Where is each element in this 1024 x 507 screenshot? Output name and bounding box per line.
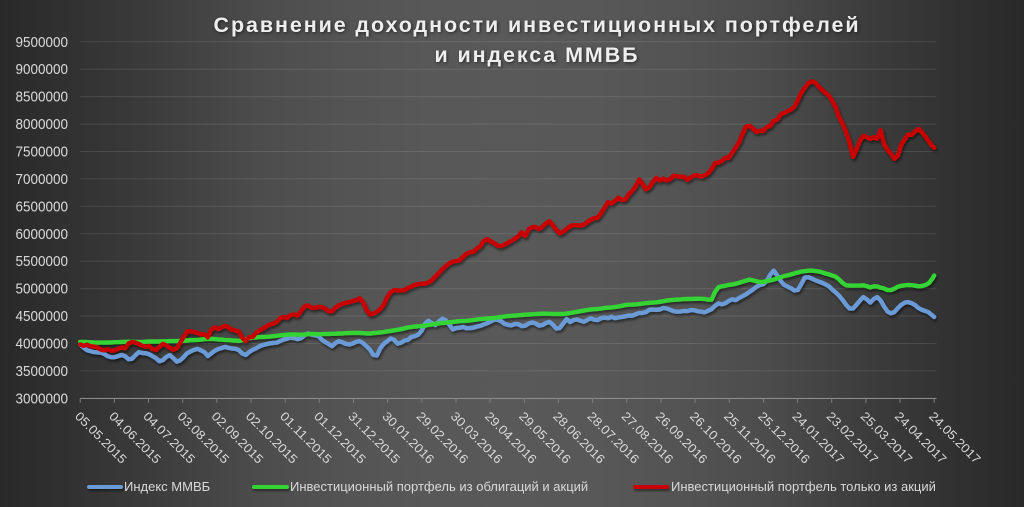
svg-text:4000000: 4000000	[16, 336, 69, 353]
svg-text:8000000: 8000000	[16, 116, 69, 133]
svg-text:4500000: 4500000	[16, 308, 69, 325]
svg-text:3000000: 3000000	[16, 390, 69, 407]
svg-text:9000000: 9000000	[16, 61, 69, 78]
svg-text:5000000: 5000000	[16, 281, 69, 298]
svg-text:9500000: 9500000	[16, 34, 69, 51]
svg-text:7000000: 7000000	[16, 171, 69, 188]
svg-text:6500000: 6500000	[16, 198, 69, 215]
svg-text:8500000: 8500000	[16, 89, 69, 106]
svg-text:6000000: 6000000	[16, 226, 69, 243]
svg-text:3500000: 3500000	[16, 363, 69, 380]
svg-text:5500000: 5500000	[16, 253, 69, 270]
svg-text:7500000: 7500000	[16, 144, 69, 161]
